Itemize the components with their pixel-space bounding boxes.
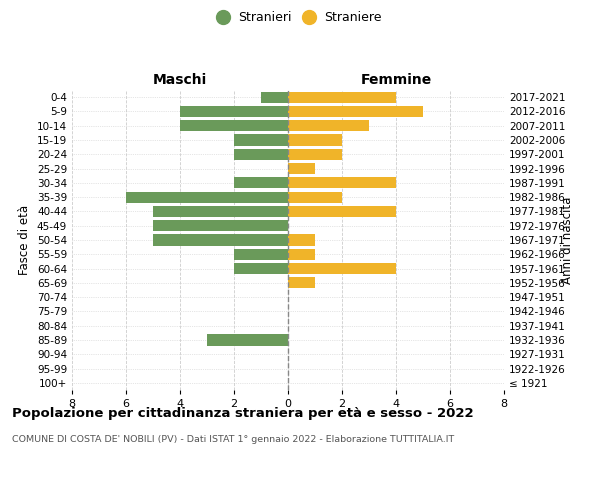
Y-axis label: Fasce di età: Fasce di età [19,205,31,275]
Bar [288,106,423,117]
Bar [234,148,288,160]
Bar [153,220,288,232]
Bar [261,92,288,102]
Bar [234,263,288,274]
Bar [288,163,315,174]
Bar [153,206,288,217]
Text: Maschi: Maschi [153,74,207,88]
Bar [288,178,396,188]
Bar [288,278,315,288]
Bar [180,106,288,117]
Bar [288,192,342,202]
Text: Popolazione per cittadinanza straniera per età e sesso - 2022: Popolazione per cittadinanza straniera p… [12,408,473,420]
Bar [288,120,369,132]
Bar [288,92,396,102]
Bar [288,206,396,217]
Bar [180,120,288,132]
Text: Femmine: Femmine [361,74,431,88]
Bar [234,178,288,188]
Bar [288,134,342,145]
Bar [288,248,315,260]
Bar [288,263,396,274]
Bar [234,134,288,145]
Bar [126,192,288,202]
Text: COMUNE DI COSTA DE' NOBILI (PV) - Dati ISTAT 1° gennaio 2022 - Elaborazione TUTT: COMUNE DI COSTA DE' NOBILI (PV) - Dati I… [12,435,454,444]
Legend: Stranieri, Straniere: Stranieri, Straniere [218,11,382,24]
Y-axis label: Anni di nascita: Anni di nascita [561,196,574,284]
Bar [153,234,288,246]
Bar [288,234,315,246]
Bar [234,248,288,260]
Bar [288,148,342,160]
Bar [207,334,288,345]
